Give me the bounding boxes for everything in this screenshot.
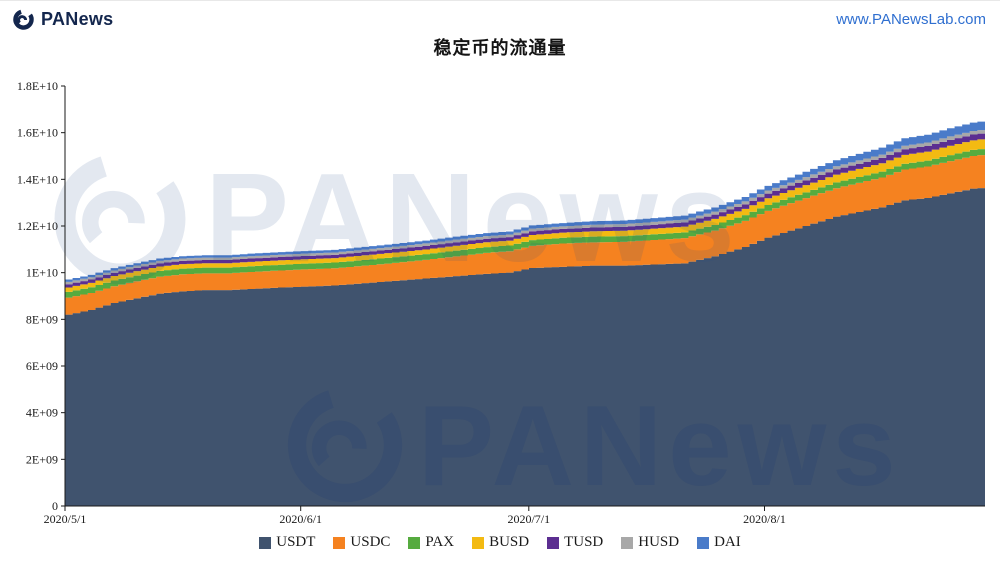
legend-swatch	[333, 536, 346, 549]
panews-logo-icon	[12, 8, 35, 31]
y-tick-label: 4E+09	[26, 406, 58, 420]
y-tick-label: 1.8E+10	[17, 79, 58, 93]
brand-text: PANews	[41, 8, 114, 29]
legend-swatch	[621, 536, 634, 549]
chart-legend: USDT USDC PAX BUSD TUSD HUSD DAI	[0, 534, 1000, 551]
x-tick-label: 2020/8/1	[743, 512, 786, 526]
page-title: 稳定币的流通量	[433, 38, 567, 58]
x-tick-label: 2020/6/1	[279, 512, 322, 526]
y-tick-label: 1.6E+10	[17, 126, 58, 140]
y-tick-label: 6E+09	[26, 359, 58, 373]
site-url[interactable]: www.PANewsLab.com	[836, 10, 986, 28]
legend-item-pax: PAX	[408, 534, 454, 551]
panews-watermark: PANews	[287, 383, 902, 510]
x-tick-label: 2020/5/1	[44, 512, 87, 526]
y-tick-label: 0	[52, 499, 58, 513]
legend-item-usdc: USDC	[333, 534, 390, 551]
legend-label: PAX	[425, 534, 455, 550]
legend-item-busd: BUSD	[472, 534, 529, 551]
legend-label: BUSD	[489, 534, 530, 550]
legend-item-tusd: TUSD	[547, 534, 603, 551]
brand: PANews	[12, 8, 114, 31]
y-tick-label: 1.4E+10	[17, 172, 58, 186]
x-tick-label: 2020/7/1	[507, 512, 550, 526]
header: PANews www.PANewsLab.com	[0, 1, 1000, 35]
y-tick-label: 1.2E+10	[17, 219, 58, 233]
legend-swatch	[697, 536, 710, 549]
area-usdc	[65, 154, 985, 315]
legend-label: DAI	[714, 534, 741, 550]
panews-watermark: PANews	[54, 147, 742, 288]
legend-label: TUSD	[564, 534, 604, 550]
y-tick-label: 2E+09	[26, 452, 58, 466]
area-usdt	[65, 187, 985, 506]
y-tick-label: 8E+09	[26, 312, 58, 326]
legend-label: USDT	[276, 534, 316, 550]
y-tick-label: 1E+10	[26, 266, 58, 280]
legend-swatch	[259, 536, 272, 549]
legend-item-husd: HUSD	[621, 534, 679, 551]
legend-swatch	[472, 536, 485, 549]
legend-swatch	[547, 536, 560, 549]
stacked-area-chart: PANews PANews 0 2E+09 4E+09 6E+09 8E+09 1E+10 1.…	[17, 79, 985, 526]
legend-swatch	[408, 536, 421, 549]
legend-label: HUSD	[638, 534, 680, 550]
watermark-text: PANews	[205, 147, 742, 288]
legend-label: USDC	[350, 534, 391, 550]
watermark-text: PANews	[418, 383, 902, 510]
legend-item-usdt: USDT	[259, 534, 315, 551]
legend-item-dai: DAI	[697, 534, 741, 551]
